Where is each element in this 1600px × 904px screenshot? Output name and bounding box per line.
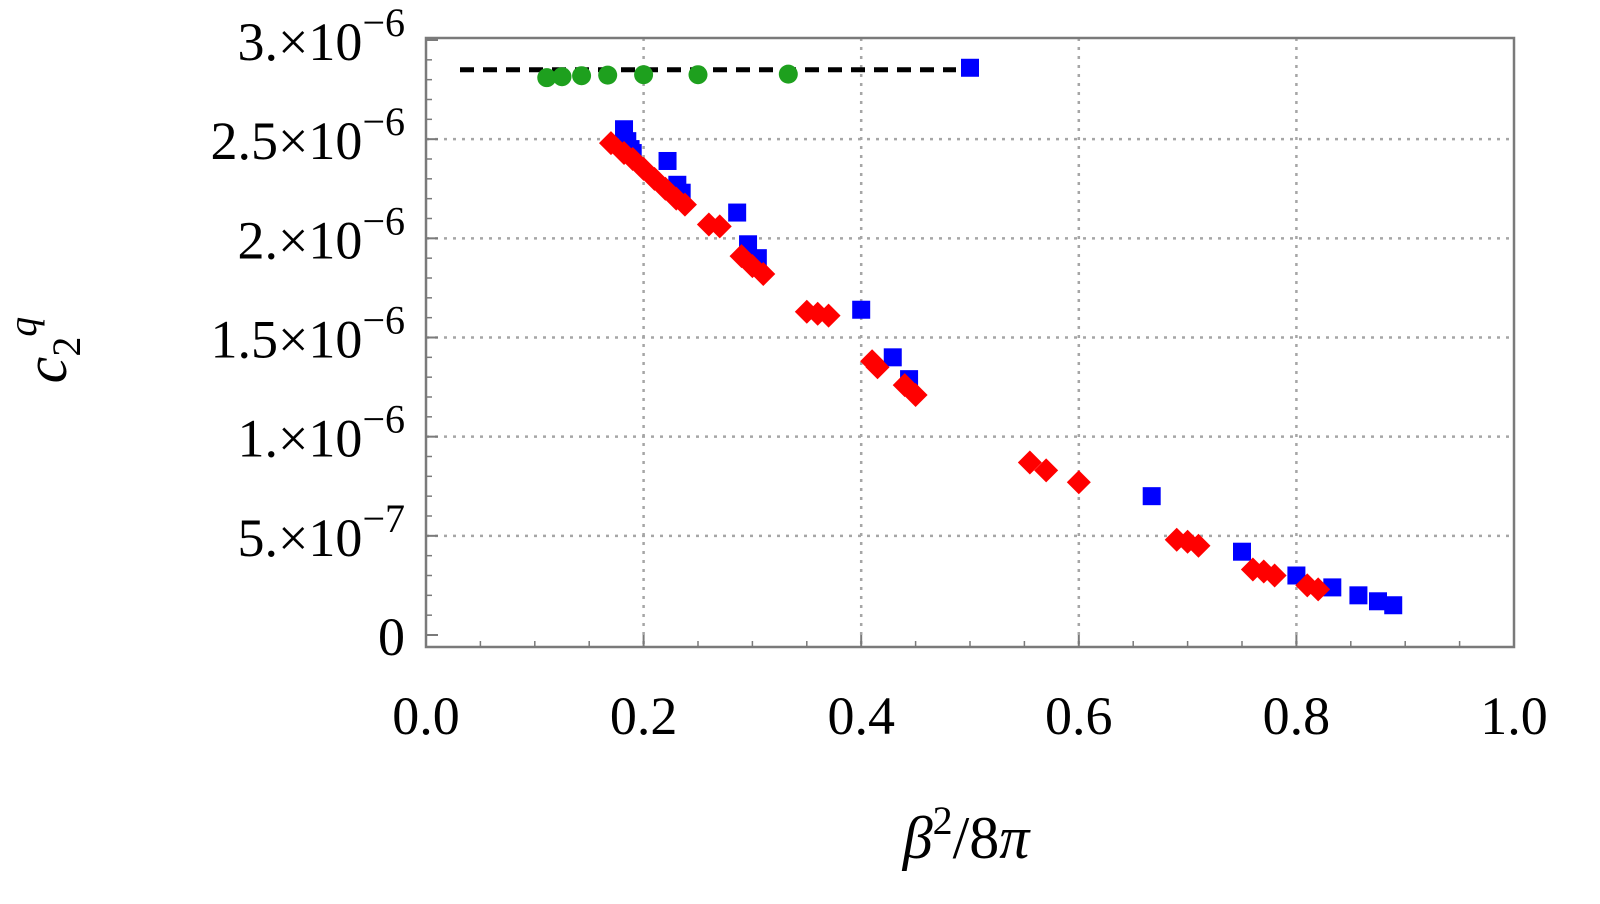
- y-tick-labels: 0 5.×10−7 1.×10−6 1.5×10−6 2.×10−6 2.5×10−6 3.…: [210, 0, 405, 667]
- data-point-diamond: [1017, 450, 1042, 475]
- data-point-square: [961, 58, 979, 77]
- data-point-diamond: [1262, 563, 1287, 588]
- data-point-diamond: [1034, 458, 1059, 483]
- x-tick-label: 0.4: [827, 686, 895, 746]
- data-point-circle: [688, 65, 708, 85]
- y-tick-label: 0: [378, 607, 405, 667]
- data-point-diamond: [865, 355, 890, 380]
- y-tick-label: 2.5×10−6: [210, 99, 405, 171]
- data-point-square: [1233, 542, 1251, 561]
- x-tick-label: 0.0: [392, 686, 460, 746]
- grid-lines: [426, 38, 1514, 647]
- y-axis-title: c2q: [0, 317, 89, 384]
- data-point-circle: [552, 67, 572, 87]
- data-point-diamond: [751, 262, 776, 287]
- y-tick-label: 5.×10−7: [237, 496, 405, 568]
- data-point-square: [658, 151, 677, 170]
- data-point-circle: [634, 65, 654, 85]
- data-point-diamond: [1306, 577, 1331, 602]
- data-point-diamond: [707, 214, 732, 239]
- data-point-square: [883, 348, 902, 367]
- axis-ticks: [425, 39, 1515, 647]
- x-tick-label: 0.6: [1045, 686, 1113, 746]
- y-tick-label: 1.5×10−6: [210, 298, 405, 370]
- data-point-square: [1369, 592, 1387, 611]
- data-point-circle: [537, 68, 557, 88]
- series-diamond: [598, 131, 1331, 602]
- y-tick-label: 2.×10−6: [237, 198, 405, 270]
- x-tick-labels: 0.0 0.2 0.4 0.6 0.8 1.0: [392, 686, 1548, 746]
- y-tick-label: 3.×10−6: [237, 0, 405, 72]
- data-point-square: [728, 203, 747, 222]
- data-series: [537, 58, 1403, 615]
- data-point-diamond: [816, 303, 841, 328]
- data-point-circle: [572, 66, 592, 86]
- data-point-diamond: [903, 383, 928, 408]
- series-circle: [537, 64, 798, 88]
- y-tick-label: 1.×10−6: [237, 397, 405, 469]
- data-point-square: [1384, 596, 1403, 615]
- data-point-diamond: [672, 192, 697, 217]
- data-point-square: [852, 300, 871, 319]
- data-point-diamond: [1186, 533, 1211, 558]
- x-tick-label: 0.2: [610, 686, 678, 746]
- data-point-square: [1323, 578, 1342, 597]
- data-point-square: [1142, 487, 1161, 506]
- x-tick-label: 0.8: [1263, 686, 1331, 746]
- x-axis-title: β2/8π: [902, 798, 1032, 871]
- data-point-square: [1349, 586, 1368, 605]
- data-point-circle: [598, 65, 618, 85]
- plot-frame: [424, 36, 1516, 649]
- data-point-circle: [778, 64, 798, 84]
- x-tick-label: 1.0: [1480, 686, 1548, 746]
- data-point-diamond: [1066, 470, 1091, 495]
